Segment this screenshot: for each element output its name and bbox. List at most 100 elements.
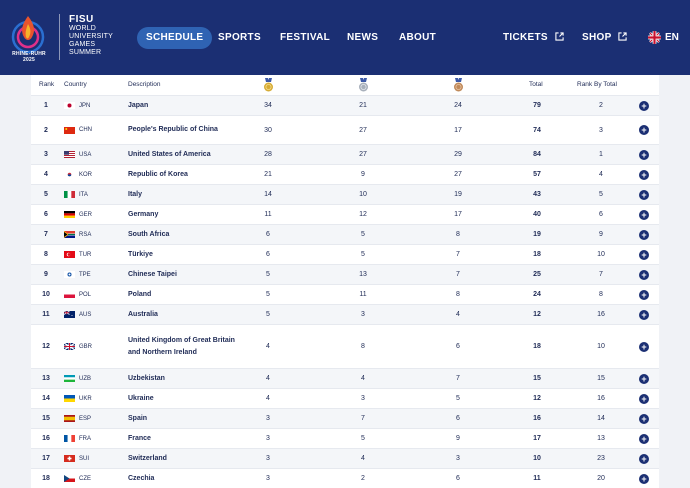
uk-flag-icon[interactable]	[648, 31, 661, 44]
expand-plus-icon[interactable]: +	[639, 149, 649, 160]
nav-shop[interactable]: SHOP	[582, 27, 628, 49]
rank-by-total-value: 4	[599, 171, 603, 178]
expand-plus-icon[interactable]: +	[639, 473, 649, 484]
nav-about[interactable]: ABOUT	[399, 27, 436, 49]
silver-cell: 8	[348, 325, 378, 368]
country-flag-icon	[64, 211, 75, 218]
country-name-cell: South Africa	[128, 225, 243, 244]
silver-medal-icon[interactable]	[358, 78, 369, 92]
bronze-cell: 3	[443, 449, 473, 468]
rank-by-total-value: 16	[597, 395, 605, 402]
expand-plus-icon[interactable]: +	[639, 413, 649, 424]
table-row: 3 USA United States of America 28 27 29 …	[31, 144, 659, 164]
country-name[interactable]: People's Republic of China	[128, 126, 218, 133]
country-name[interactable]: Uzbekistan	[128, 374, 165, 382]
gold-count: 3	[266, 415, 270, 422]
header-description[interactable]: Description	[128, 81, 161, 88]
silver-count: 4	[361, 375, 365, 382]
total-cell: 25	[522, 265, 552, 284]
bronze-cell: 8	[443, 225, 473, 244]
expand-plus-icon[interactable]: +	[639, 433, 649, 444]
bronze-medal-icon[interactable]	[453, 78, 464, 92]
country-flag-icon	[64, 435, 75, 442]
rank-value: 18	[42, 475, 50, 482]
header-total[interactable]: Total	[529, 81, 543, 88]
fisu-brand[interactable]: FISU WORLD UNIVERSITY GAMES SUMMER	[69, 14, 113, 57]
total-count: 17	[533, 435, 541, 442]
country-name[interactable]: Ukraine	[128, 394, 154, 402]
country-flag-icon	[64, 191, 75, 198]
country-name[interactable]: Italy	[128, 190, 143, 198]
country-name[interactable]: Spain	[128, 414, 148, 422]
expand-plus-icon[interactable]: +	[639, 341, 649, 352]
country-name[interactable]: Republic of Korea	[128, 170, 188, 178]
gold-count: 4	[266, 395, 270, 402]
expand-plus-icon[interactable]: +	[639, 169, 649, 180]
country-code: GBR	[79, 343, 93, 350]
bronze-count: 7	[456, 251, 460, 258]
country-name-cell: France	[128, 429, 243, 448]
total-cell: 15	[522, 369, 552, 388]
rank-by-total-cell: 4	[586, 165, 616, 184]
country-name[interactable]: Türkiye	[128, 250, 153, 258]
bronze-count: 24	[454, 102, 462, 109]
language-selector[interactable]: EN	[665, 32, 679, 43]
total-count: 18	[533, 343, 541, 350]
nav-tickets[interactable]: TICKETS	[503, 27, 564, 49]
nav-tickets-label: TICKETS	[503, 32, 548, 43]
expand-plus-icon[interactable]: +	[639, 453, 649, 464]
gold-cell: 4	[253, 389, 283, 408]
country-name[interactable]: Switzerland	[128, 454, 167, 462]
bronze-count: 6	[456, 475, 460, 482]
silver-cell: 2	[348, 469, 378, 488]
country-cell: RSA	[64, 225, 124, 244]
gold-medal-icon[interactable]	[263, 78, 274, 92]
country-name-cell: People's Republic of China	[128, 116, 243, 144]
rank-value: 4	[44, 171, 48, 178]
bronze-cell: 27	[443, 165, 473, 184]
expand-cell: +	[637, 165, 651, 184]
country-name[interactable]: South Africa	[128, 230, 170, 238]
rank-value: 15	[42, 415, 50, 422]
rank-by-total-value: 6	[599, 211, 603, 218]
games-logo[interactable]	[6, 10, 50, 68]
silver-cell: 3	[348, 389, 378, 408]
expand-plus-icon[interactable]: +	[639, 100, 649, 111]
country-name[interactable]: Germany	[128, 210, 159, 218]
nav-sports[interactable]: SPORTS	[218, 27, 261, 49]
expand-plus-icon[interactable]: +	[639, 249, 649, 260]
country-code: TPE	[79, 271, 91, 278]
header-country[interactable]: Country	[64, 81, 87, 88]
expand-plus-icon[interactable]: +	[639, 125, 649, 135]
country-name[interactable]: Poland	[128, 290, 152, 298]
country-code: GER	[79, 211, 93, 218]
nav-festival[interactable]: FESTIVAL	[280, 27, 330, 49]
bronze-cell: 24	[443, 96, 473, 115]
country-name[interactable]: United States of America	[128, 150, 211, 158]
country-flag-icon	[64, 291, 75, 298]
expand-plus-icon[interactable]: +	[639, 209, 649, 220]
header-rank[interactable]: Rank	[39, 81, 55, 88]
expand-plus-icon[interactable]: +	[639, 269, 649, 280]
brand-line: GAMES	[69, 41, 96, 48]
external-link-icon	[555, 32, 564, 41]
expand-plus-icon[interactable]: +	[639, 289, 649, 300]
rank-cell: 16	[31, 429, 61, 448]
expand-plus-icon[interactable]: +	[639, 373, 649, 384]
expand-plus-icon[interactable]: +	[639, 393, 649, 404]
rank-cell: 3	[31, 145, 61, 164]
country-name[interactable]: United Kingdom of Great Britain and Nort…	[128, 336, 235, 356]
country-name[interactable]: Chinese Taipei	[128, 270, 177, 278]
expand-plus-icon[interactable]: +	[639, 229, 649, 240]
country-name[interactable]: Czechia	[128, 474, 155, 482]
nav-news[interactable]: NEWS	[347, 27, 378, 49]
total-cell: 57	[522, 165, 552, 184]
header-rank-by-total[interactable]: Rank By Total	[577, 81, 617, 88]
rank-by-total-cell: 7	[586, 265, 616, 284]
country-name[interactable]: Japan	[128, 101, 149, 109]
country-name[interactable]: France	[128, 434, 151, 442]
country-name[interactable]: Australia	[128, 310, 158, 318]
nav-schedule[interactable]: SCHEDULE	[137, 27, 213, 49]
expand-plus-icon[interactable]: +	[639, 309, 649, 320]
expand-plus-icon[interactable]: +	[639, 189, 649, 200]
